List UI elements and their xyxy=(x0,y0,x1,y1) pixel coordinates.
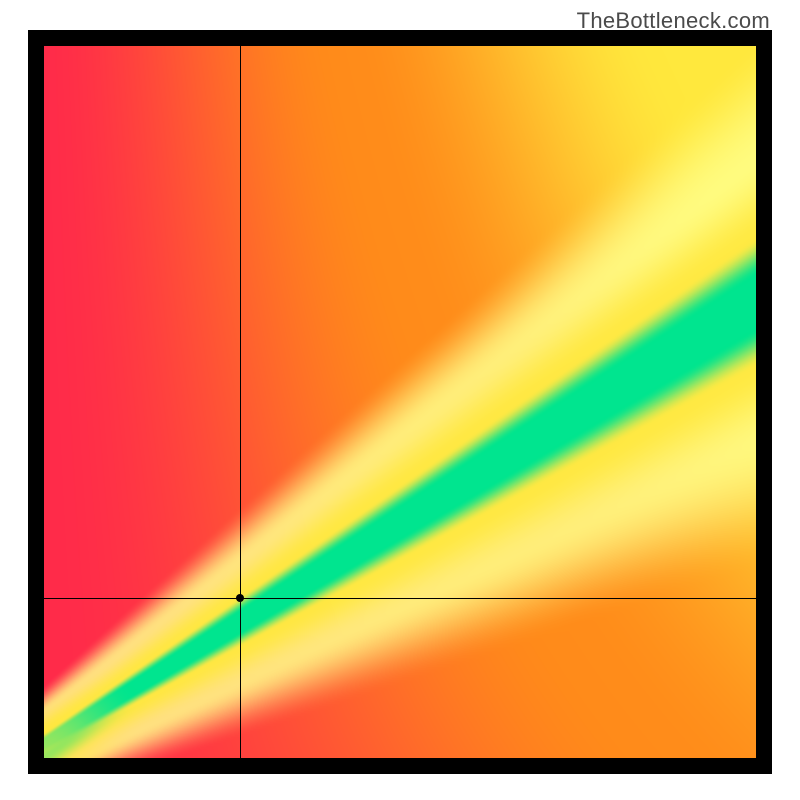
crosshair-marker xyxy=(236,594,244,602)
chart-container: TheBottleneck.com xyxy=(0,0,800,800)
plot-area xyxy=(44,46,756,758)
heatmap-canvas xyxy=(44,46,756,758)
watermark-text: TheBottleneck.com xyxy=(577,8,770,34)
plot-frame xyxy=(28,30,772,774)
crosshair-horizontal xyxy=(44,598,756,599)
crosshair-vertical xyxy=(240,46,241,758)
